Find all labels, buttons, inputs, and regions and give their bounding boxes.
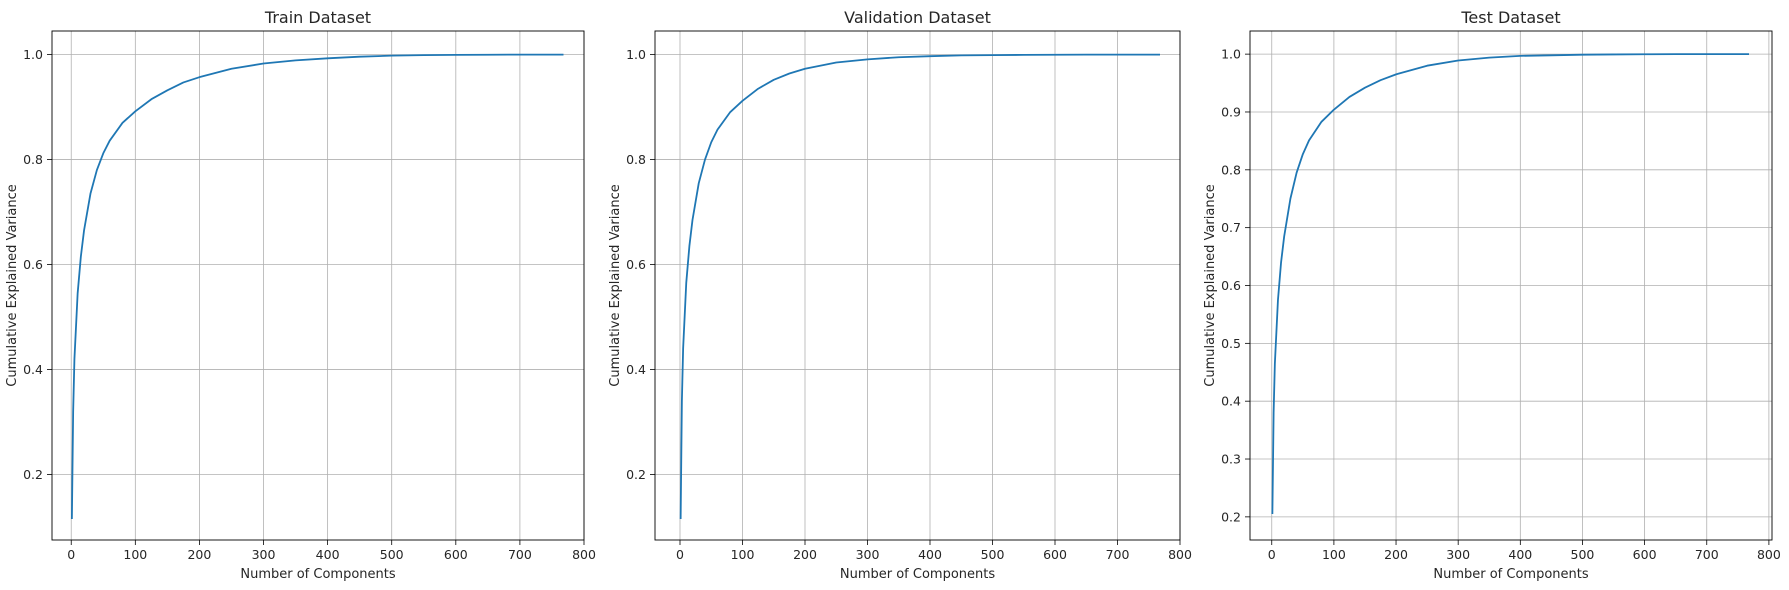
y-tick-label: 0.6 — [1221, 278, 1241, 293]
series-line — [1271, 53, 1750, 514]
x-axis-label: Number of Components — [1433, 567, 1588, 582]
y-axis-label: Cumulative Explained Variance — [5, 184, 20, 386]
x-tick-label: 400 — [918, 547, 942, 562]
x-tick-label: 500 — [981, 547, 1005, 562]
x-tick-label: 700 — [1106, 547, 1130, 562]
y-tick-label: 1.0 — [1221, 47, 1241, 62]
x-tick-label: 0 — [1268, 547, 1276, 562]
y-tick-label: 0.2 — [626, 467, 646, 482]
y-tick-label: 0.8 — [626, 152, 646, 167]
y-tick-label: 0.4 — [626, 362, 646, 377]
x-tick-label: 400 — [316, 547, 340, 562]
x-tick-label: 800 — [1168, 547, 1192, 562]
x-tick-label: 200 — [1384, 547, 1408, 562]
y-tick-label: 0.5 — [1221, 336, 1241, 351]
x-axis-label: Number of Components — [840, 567, 995, 582]
x-tick-label: 300 — [252, 547, 276, 562]
y-tick-label: 0.2 — [23, 467, 43, 482]
y-tick-label: 0.7 — [1221, 220, 1241, 235]
x-tick-label: 200 — [793, 547, 817, 562]
x-tick-label: 500 — [1571, 547, 1595, 562]
x-tick-label: 100 — [731, 547, 755, 562]
y-tick-label: 0.8 — [1221, 162, 1241, 177]
series-line — [679, 53, 1160, 520]
x-tick-label: 600 — [1043, 547, 1067, 562]
plot-frame — [1249, 30, 1773, 541]
x-tick-label: 700 — [508, 547, 532, 562]
y-tick-label: 0.2 — [1221, 509, 1241, 524]
y-tick-label: 0.3 — [1221, 452, 1241, 467]
x-tick-label: 500 — [380, 547, 404, 562]
x-tick-label: 400 — [1508, 547, 1532, 562]
chart-panel-1: 0 100 200 300 400 500 600 700 800 0.2 0.4 0.6 0.8 1.0… — [5, 8, 596, 582]
y-axis-label: Cumulative Explained Variance — [1203, 184, 1218, 386]
x-tick-label: 700 — [1695, 547, 1719, 562]
y-tick-label: 0.6 — [626, 257, 646, 272]
series-line — [70, 53, 564, 520]
y-tick-label: 1.0 — [23, 47, 43, 62]
y-tick-label: 0.6 — [23, 257, 43, 272]
x-tick-label: 300 — [1446, 547, 1470, 562]
y-tick-label: 0.4 — [23, 362, 43, 377]
chart-title: Test Dataset — [1460, 8, 1560, 27]
chart-title: Train Dataset — [264, 8, 371, 27]
y-axis-label: Cumulative Explained Variance — [608, 184, 623, 386]
x-axis-label: Number of Components — [240, 567, 395, 582]
y-tick-label: 0.9 — [1221, 104, 1241, 119]
y-tick-label: 0.8 — [23, 152, 43, 167]
plot-frame — [51, 30, 585, 541]
x-tick-label: 800 — [1757, 547, 1781, 562]
x-tick-label: 100 — [1322, 547, 1346, 562]
y-tick-label: 1.0 — [626, 47, 646, 62]
plot-frame — [654, 30, 1181, 541]
x-tick-label: 600 — [1633, 547, 1657, 562]
y-tick-label: 0.4 — [1221, 394, 1241, 409]
chart-panel-2: 0 100 200 300 400 500 600 700 800 0.2 0.4 0.6 0.8 1.0… — [608, 8, 1192, 582]
chart-title: Validation Dataset — [844, 8, 991, 27]
x-tick-label: 600 — [444, 547, 468, 562]
x-tick-label: 0 — [676, 547, 684, 562]
x-tick-label: 200 — [187, 547, 211, 562]
x-tick-label: 300 — [856, 547, 880, 562]
x-tick-label: 100 — [123, 547, 147, 562]
x-tick-label: 0 — [67, 547, 75, 562]
x-tick-label: 800 — [572, 547, 596, 562]
chart-panel-3: 0 100 200 300 400 500 600 700 800 0.2 0.3 0.4 0.5 0.6… — [1203, 8, 1781, 582]
